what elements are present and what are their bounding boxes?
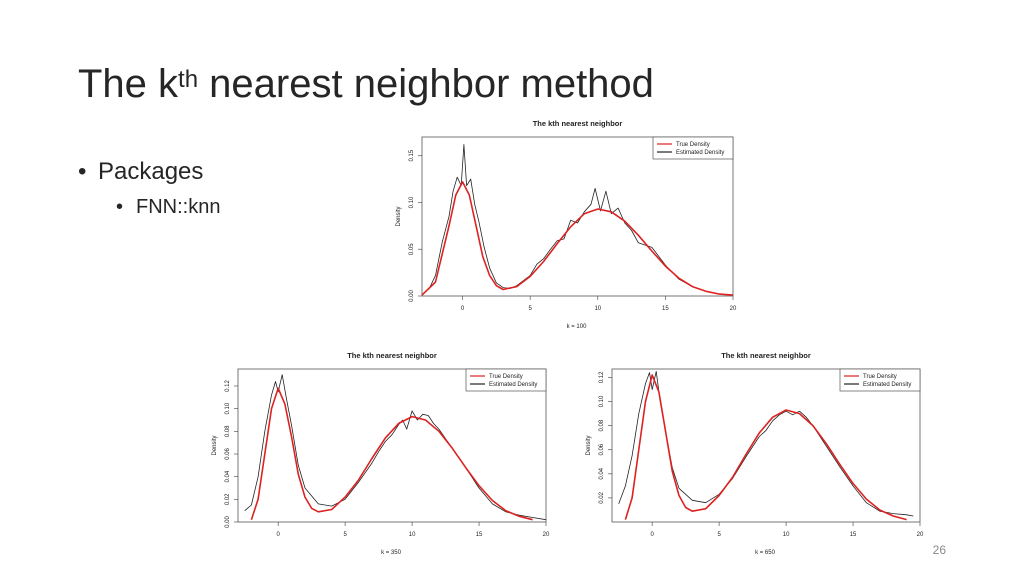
y-axis-label: Density bbox=[586, 435, 592, 455]
x-tick-label: 0 bbox=[277, 532, 281, 538]
true-density-line bbox=[421, 181, 734, 296]
bullet-fnn-knn: FNN::knn bbox=[78, 192, 220, 222]
y-tick-label: 0.08 bbox=[225, 425, 231, 437]
y-tick-label: 0.10 bbox=[225, 402, 231, 414]
true-density-line bbox=[250, 387, 533, 521]
legend-label: True Density bbox=[489, 374, 523, 380]
plot-frame bbox=[611, 368, 921, 523]
chart-title: The kth nearest neighbor bbox=[533, 119, 623, 128]
legend-box bbox=[839, 368, 921, 392]
legend-label: True Density bbox=[676, 142, 710, 148]
y-tick-label: 0.04 bbox=[225, 470, 231, 482]
plot-frame bbox=[237, 368, 547, 523]
y-tick-label: 0.06 bbox=[225, 448, 231, 460]
y-tick-label: 0.10 bbox=[599, 395, 605, 407]
y-tick-label: 0.12 bbox=[599, 371, 605, 383]
legend-label: Estimated Density bbox=[863, 382, 911, 388]
legend-label: Estimated Density bbox=[489, 382, 537, 388]
y-tick-label: 0.08 bbox=[599, 419, 605, 431]
chart-title: The kth nearest neighbor bbox=[347, 351, 437, 360]
bullet-packages: Packages bbox=[78, 156, 220, 188]
y-tick-label: 0.12 bbox=[225, 380, 231, 392]
density-plot-k100: The kth nearest neighbor 0 5 10 15 20 0.00 0.05… bbox=[392, 112, 738, 334]
estimated-density-line bbox=[618, 370, 914, 517]
x-tick-label: 10 bbox=[783, 532, 790, 538]
density-plot-k650: The kth nearest neighbor 0 5 10 15 20 0.02 0.04… bbox=[576, 342, 928, 566]
y-tick-label: 0.10 bbox=[409, 196, 415, 208]
legend-label: True Density bbox=[863, 374, 897, 380]
slide-title: The kth nearest neighbor method bbox=[78, 58, 654, 110]
x-axis-label: k = 100 bbox=[567, 324, 588, 330]
estimated-density-line bbox=[428, 144, 734, 296]
x-tick-label: 15 bbox=[850, 532, 857, 538]
y-tick-label: 0.00 bbox=[225, 516, 231, 528]
x-tick-label: 10 bbox=[409, 532, 416, 538]
x-tick-label: 10 bbox=[594, 306, 601, 312]
y-tick-label: 0.05 bbox=[409, 243, 415, 255]
x-tick-label: 5 bbox=[529, 306, 533, 312]
plot-frame bbox=[421, 136, 734, 297]
x-tick-label: 5 bbox=[717, 532, 721, 538]
x-axis-label: k = 350 bbox=[381, 550, 402, 556]
chart-title: The kth nearest neighbor bbox=[721, 351, 811, 360]
x-tick-label: 0 bbox=[461, 306, 465, 312]
x-tick-label: 20 bbox=[730, 306, 737, 312]
y-axis-label: Density bbox=[212, 435, 218, 455]
legend-box bbox=[465, 368, 547, 392]
page-number: 26 bbox=[932, 543, 946, 557]
y-tick-label: 0.02 bbox=[599, 491, 605, 503]
density-plot-k350: The kth nearest neighbor 0 5 10 15 20 0.00 0.02… bbox=[202, 342, 554, 566]
bullet-list: Packages FNN::knn bbox=[78, 156, 220, 222]
y-tick-label: 0.15 bbox=[409, 149, 415, 161]
x-tick-label: 0 bbox=[651, 532, 655, 538]
x-axis-label: k = 650 bbox=[755, 550, 776, 556]
x-tick-label: 20 bbox=[543, 532, 550, 538]
estimated-density-line bbox=[244, 374, 547, 521]
x-tick-label: 15 bbox=[662, 306, 669, 312]
x-tick-label: 15 bbox=[476, 532, 483, 538]
title-rest: nearest neighbor method bbox=[198, 62, 654, 106]
legend-label: Estimated Density bbox=[676, 150, 724, 156]
true-density-line bbox=[624, 374, 907, 521]
y-tick-label: 0.06 bbox=[599, 443, 605, 455]
title-superscript: th bbox=[178, 66, 199, 93]
legend-box bbox=[652, 136, 734, 160]
title-main: The k bbox=[78, 62, 179, 106]
x-tick-label: 20 bbox=[917, 532, 924, 538]
x-tick-label: 5 bbox=[343, 532, 347, 538]
y-tick-label: 0.00 bbox=[409, 290, 415, 302]
y-tick-label: 0.02 bbox=[225, 493, 231, 505]
y-tick-label: 0.04 bbox=[599, 467, 605, 479]
y-axis-label: Density bbox=[396, 206, 402, 226]
